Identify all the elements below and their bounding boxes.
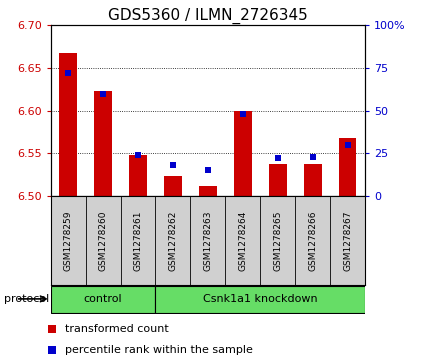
- Bar: [304, 164, 322, 196]
- Text: GSM1278259: GSM1278259: [63, 210, 73, 271]
- Point: [274, 156, 281, 162]
- Point: [344, 142, 351, 148]
- Text: percentile rank within the sample: percentile rank within the sample: [65, 345, 253, 355]
- Bar: [339, 138, 356, 196]
- Point: [169, 162, 176, 168]
- Point: [48, 326, 55, 332]
- Text: GSM1278262: GSM1278262: [169, 210, 177, 271]
- Text: GSM1278266: GSM1278266: [308, 210, 317, 271]
- Text: protocol: protocol: [4, 294, 50, 305]
- Text: GSM1278265: GSM1278265: [273, 210, 282, 271]
- Bar: [129, 155, 147, 196]
- Text: GSM1278263: GSM1278263: [203, 210, 213, 271]
- Point: [135, 152, 142, 158]
- Text: GSM1278264: GSM1278264: [238, 210, 247, 271]
- Text: GSM1278261: GSM1278261: [133, 210, 143, 271]
- Bar: [164, 176, 182, 196]
- Bar: [269, 164, 286, 196]
- Text: transformed count: transformed count: [65, 324, 169, 334]
- Text: Csnk1a1 knockdown: Csnk1a1 knockdown: [203, 294, 318, 304]
- Text: GSM1278267: GSM1278267: [343, 210, 352, 271]
- Point: [239, 111, 246, 117]
- Bar: [59, 53, 77, 196]
- Point: [99, 91, 106, 97]
- Text: GSM1278260: GSM1278260: [99, 210, 107, 271]
- Point: [309, 154, 316, 160]
- Point: [48, 347, 55, 353]
- Point: [204, 167, 212, 173]
- Text: control: control: [84, 294, 122, 304]
- Bar: [234, 111, 252, 196]
- Bar: [155, 286, 365, 313]
- Title: GDS5360 / ILMN_2726345: GDS5360 / ILMN_2726345: [108, 8, 308, 24]
- Point: [65, 70, 72, 76]
- Bar: [51, 286, 155, 313]
- Bar: [94, 91, 112, 196]
- Bar: [199, 186, 216, 196]
